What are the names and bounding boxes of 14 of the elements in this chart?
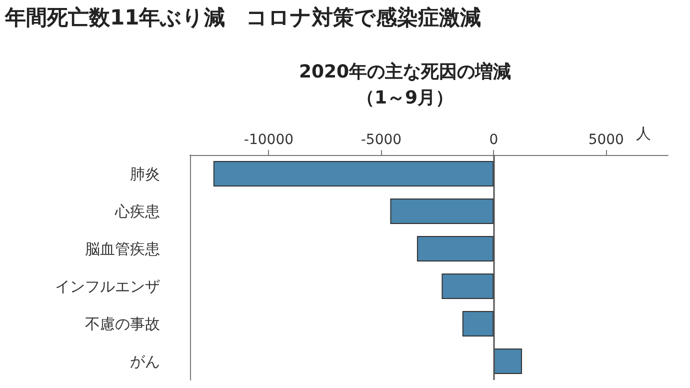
x-axis-title: 人 <box>636 124 651 142</box>
x-tick-label: 5000 <box>588 132 624 148</box>
y-tick-label: 不慮の事故 <box>85 314 160 333</box>
chart-subtitle: 2020年の主な死因の増減 <box>298 60 512 82</box>
chart-title: 年間死亡数11年ぶり減 コロナ対策で感染症激減 <box>4 6 482 30</box>
y-tick-label: 肺炎 <box>130 164 160 183</box>
x-tick-label: 0 <box>489 132 498 148</box>
y-tick-label: 心疾患 <box>114 202 160 220</box>
y-tick-label: インフルエンザ <box>55 277 160 296</box>
y-tick-label: がん <box>130 352 160 370</box>
x-tick-label: -10000 <box>244 132 294 148</box>
text: （1～9月） <box>356 88 454 108</box>
x-tick-label: -5000 <box>360 132 402 148</box>
y-tick-label: 脳血管疾患 <box>85 240 160 258</box>
